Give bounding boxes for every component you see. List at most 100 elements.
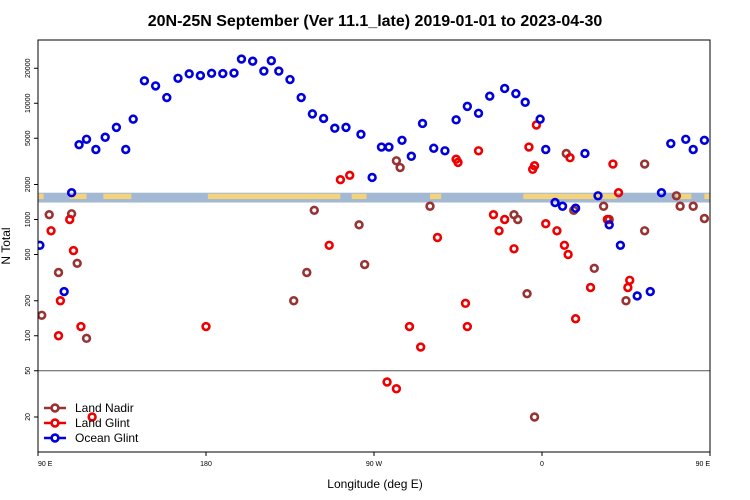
ocean-glint-point <box>307 109 318 119</box>
land-glint-point <box>404 321 415 332</box>
land-nadir-point <box>391 156 402 166</box>
land-nadir-point <box>639 159 650 169</box>
land-glint-point <box>541 219 551 229</box>
y-tick-label: 20000 <box>25 58 32 78</box>
land-nadir-point <box>513 214 523 225</box>
chart-title: 20N-25N September (Ver 11.1_late) 2019-0… <box>148 13 603 30</box>
land-glint-point <box>563 249 573 260</box>
ocean-glint-point <box>218 68 228 79</box>
land-glint-point <box>462 321 473 332</box>
land-nadir-point <box>72 258 82 268</box>
y-tick-label: 10000 <box>25 93 32 113</box>
ocean-glint-point <box>376 142 387 152</box>
land-glint-legend-marker <box>50 418 60 428</box>
ocean-glint-point <box>184 69 194 79</box>
y-tick-label: 1000 <box>25 212 32 228</box>
data-points <box>38 54 750 422</box>
land-glint-point <box>494 226 504 236</box>
ocean-glint-point <box>462 101 473 112</box>
land-nadir-point <box>671 191 682 201</box>
land-glint-point <box>324 240 334 250</box>
ocean-glint-point <box>229 68 239 78</box>
land-glint-point <box>65 214 75 225</box>
ocean-glint-point <box>367 172 377 183</box>
land-glint-point <box>46 226 56 236</box>
ocean-glint-point <box>473 108 484 118</box>
ocean-glint-point <box>535 114 545 124</box>
ocean-glint-point <box>74 139 84 150</box>
land-glint-point <box>565 153 575 163</box>
land-nadir-point <box>621 296 631 306</box>
land-nadir-point <box>716 235 723 242</box>
land-glint-point <box>570 314 581 324</box>
land-glint-point <box>345 170 355 180</box>
land-glint-point <box>415 342 426 352</box>
ocean-glint-point <box>656 188 667 198</box>
land-nadir-point <box>522 288 532 299</box>
land-nadir-point <box>589 263 599 274</box>
y-tick-label: 50 <box>25 367 32 375</box>
land-nadir-point <box>38 310 47 320</box>
ocean-glint-point <box>195 70 206 81</box>
ocean-glint-point <box>604 220 614 230</box>
land-area <box>523 193 617 200</box>
y-tick-label: 5000 <box>25 130 32 146</box>
ocean-glint-point <box>440 146 450 156</box>
ocean-glint-point <box>150 81 161 91</box>
land-nadir-point <box>44 209 54 220</box>
ocean-glint-legend-marker <box>50 433 60 443</box>
land-nadir-point <box>529 412 540 422</box>
land-nadir-point <box>688 201 698 211</box>
land-nadir-point <box>723 341 730 348</box>
y-axis-label: N Total <box>0 227 13 264</box>
ocean-glint-point <box>356 129 366 140</box>
ocean-glint-point <box>580 148 590 159</box>
ocean-glint-point <box>266 56 277 66</box>
ocean-band <box>38 192 710 203</box>
land-nadir-point <box>744 414 750 421</box>
y-tick-label: 200 <box>25 295 32 307</box>
ocean-glint-point <box>66 188 77 198</box>
ocean-glint-point <box>318 113 329 124</box>
ocean-glint-legend-label: Ocean Glint <box>75 431 139 445</box>
land-glint-point <box>53 331 64 341</box>
ocean-glint-point <box>499 83 510 94</box>
ocean-glint-point <box>541 144 551 155</box>
x-tick-label: 0 <box>540 461 544 468</box>
ocean-glint-point <box>285 74 295 85</box>
land-nadir-point <box>81 333 92 344</box>
land-nadir-point <box>699 213 710 224</box>
ocean-glint-point <box>121 144 131 155</box>
land-area <box>69 193 87 200</box>
ocean-glint-point <box>259 66 269 76</box>
land-glint-point <box>585 282 596 293</box>
ocean-glint-point <box>91 144 101 155</box>
land-glint-point <box>55 296 66 306</box>
land-glint-point <box>608 159 618 169</box>
ocean-glint-point <box>162 92 172 103</box>
land-area <box>430 193 442 200</box>
land-glint-point <box>552 226 562 236</box>
ocean-glint-point <box>247 56 258 66</box>
x-tick-label: 90 E <box>696 461 711 468</box>
ocean-glint-point <box>666 138 676 149</box>
land-nadir-point <box>736 203 743 210</box>
land-glint-point <box>524 142 534 152</box>
ocean-glint-point <box>100 132 110 142</box>
land-glint-point <box>391 384 402 394</box>
land-glint-point <box>559 240 570 250</box>
ocean-glint-point <box>699 135 710 146</box>
land-nadir-legend-label: Land Nadir <box>75 401 134 415</box>
ocean-glint-point <box>330 123 340 133</box>
land-glint-point <box>460 298 471 309</box>
ocean-glint-point <box>128 114 138 124</box>
ocean-glint-point <box>38 240 45 250</box>
land-area <box>38 193 44 200</box>
land-nadir-point <box>302 267 312 278</box>
ocean-glint-point <box>570 203 581 213</box>
land-glint-point <box>335 174 346 185</box>
ocean-glint-point <box>593 191 603 201</box>
ocean-glint-point <box>111 122 122 133</box>
land-nadir-point <box>289 296 299 306</box>
